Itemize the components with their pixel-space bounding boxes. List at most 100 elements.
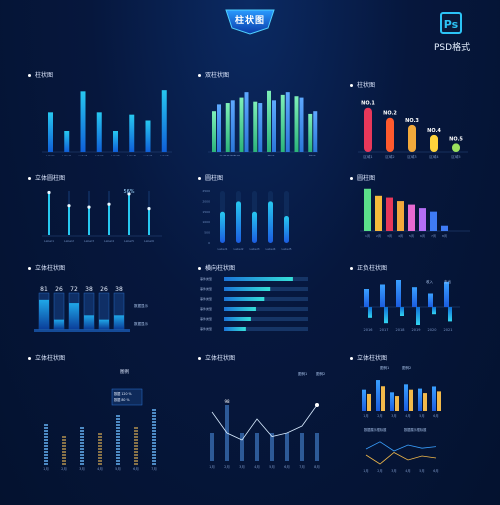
bar — [448, 307, 452, 322]
bar — [418, 388, 422, 411]
bar-segment — [80, 451, 84, 453]
bar-segment — [80, 448, 84, 450]
bar-segment — [62, 439, 66, 441]
tick-label: 4月 — [405, 469, 410, 473]
tick-label: 6月 — [433, 414, 438, 418]
tick-label: 3月 — [79, 466, 85, 471]
bar-segment — [152, 418, 156, 420]
tick-label: Label5 — [124, 239, 134, 243]
tick-label: 5月 — [419, 414, 424, 418]
row-label: 事件类型 — [200, 296, 212, 301]
tick-label: Label6 — [127, 154, 136, 156]
tick-label: 4月 — [97, 466, 103, 471]
tick-label: 3月 — [239, 464, 245, 469]
tooltip-text: 数据 120 % — [114, 391, 132, 396]
bar-segment — [116, 433, 120, 435]
bar-segment — [152, 454, 156, 456]
chart-panel-1: 柱状图 Label1 Label2 Label3 Label4 Label5 Label6… — [28, 70, 178, 156]
tick-label: 7周 — [431, 233, 436, 238]
tick-label: 3周 — [387, 233, 392, 238]
bar — [419, 208, 426, 231]
bar-segment — [80, 439, 84, 441]
bar — [390, 392, 394, 411]
bar-segment — [44, 451, 48, 453]
bar-segment — [44, 436, 48, 438]
psd-format-label: PSD格式 — [434, 43, 471, 53]
bar-segment — [134, 439, 138, 441]
bar-segment — [80, 427, 84, 429]
bar — [408, 204, 415, 231]
bar-segment — [134, 433, 138, 435]
bar-segment — [44, 442, 48, 444]
tick-label: 区域1 — [363, 154, 372, 159]
rank-label: NO.4 — [427, 128, 441, 134]
bar-segment — [152, 448, 156, 450]
bar-segment — [62, 457, 66, 459]
bar — [285, 92, 290, 152]
bar — [408, 124, 416, 152]
bar-segment — [62, 436, 66, 438]
bar — [384, 307, 388, 324]
legend-label: 图例1 — [298, 371, 307, 376]
bar-segment — [80, 463, 84, 465]
tick-label: 7月 — [151, 466, 157, 471]
bar-segment — [134, 454, 138, 456]
tick-label: 区域3 — [407, 154, 416, 159]
tick-label: Label1 — [46, 154, 55, 156]
bar-segment — [116, 421, 120, 423]
bar — [313, 111, 318, 152]
bar-track — [224, 297, 308, 301]
tick-label: 5月 — [269, 464, 275, 469]
bar-segment — [152, 427, 156, 429]
bar-segment — [98, 448, 102, 450]
tick-label: 区域5 — [451, 154, 460, 159]
bar-segment — [116, 442, 120, 444]
bar — [386, 197, 393, 231]
bar — [362, 389, 366, 411]
bar-segment — [152, 445, 156, 447]
bar — [224, 327, 246, 331]
bar — [376, 380, 380, 411]
legend-label: 支出 — [444, 279, 452, 284]
value-label: 81 — [40, 286, 48, 293]
bar-segment — [134, 451, 138, 453]
chart-panel-3: 柱状图 NO.1 区域1 NO.2 区域2 NO.3 区域3 NO.4 区域4 NO.5 区域5 — [350, 80, 500, 166]
tick-label: 交通事件数量 — [219, 154, 240, 156]
tick-label: 5周 — [409, 233, 414, 238]
bar-segment — [152, 433, 156, 435]
tick-label: 区域4 — [429, 154, 439, 159]
bar-segment — [98, 442, 102, 444]
chart-panel-7: 立体柱状图 81 26 72 38 26 38 数据显示 数据显示 — [28, 263, 178, 349]
bar-segment — [134, 436, 138, 438]
bar-segment — [98, 439, 102, 441]
bar — [39, 299, 49, 329]
chart-title: 立体圆柱图 — [35, 175, 66, 182]
bar-segment — [98, 457, 102, 459]
bar — [428, 293, 433, 307]
bar — [220, 211, 225, 243]
bar — [252, 211, 257, 243]
bar — [272, 100, 276, 152]
value-label: 26 — [55, 286, 63, 293]
chart-panel-2: 双柱状图 交通事件数量 拥堵 拥挤 — [198, 70, 348, 156]
header-title: 柱状图 — [234, 16, 265, 26]
cylinder-chart-2: 0 500 1000 1500 2000 2500 Label1 Label2 Label3 La… — [202, 189, 291, 251]
tick-label: 5月 — [115, 466, 121, 471]
bar-segment — [98, 460, 102, 462]
tick-label: 1月 — [209, 464, 215, 469]
y-tick-label: 1000 — [202, 220, 210, 224]
tick-label: 2月 — [377, 469, 382, 473]
bar-segment — [116, 415, 120, 417]
bar — [404, 384, 408, 411]
rank-label: NO.5 — [449, 136, 463, 142]
tick-label: Label2 — [233, 247, 243, 251]
bar-cap — [47, 190, 51, 195]
bar-segment — [152, 442, 156, 444]
row-label: 事件类型 — [200, 306, 212, 311]
tick-label: Label3 — [84, 239, 94, 243]
bar-segment — [134, 445, 138, 447]
bar — [236, 201, 241, 243]
bar-segment — [62, 445, 66, 447]
